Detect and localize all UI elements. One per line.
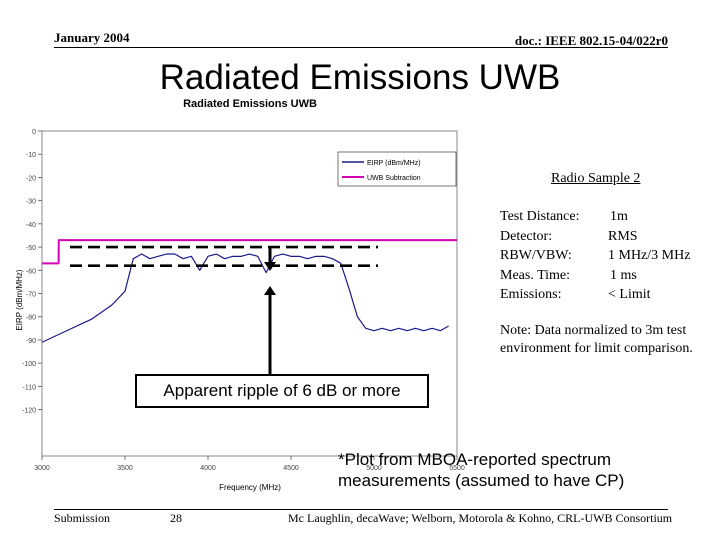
info-row-meas-time: Meas. Time: 1 ms bbox=[500, 266, 690, 286]
y-tick-label: -30 bbox=[26, 199, 36, 206]
header-date: January 2004 bbox=[54, 30, 130, 45]
info-row-emissions: Emissions: < Limit bbox=[500, 285, 690, 305]
y-tick-label: -120 bbox=[22, 408, 36, 415]
x-axis-label: Frequency (MHz) bbox=[219, 483, 281, 492]
y-tick-label: -90 bbox=[26, 338, 36, 345]
footer-page-number: 28 bbox=[170, 511, 182, 525]
legend-label-eirp: EIRP (dBm/MHz) bbox=[367, 160, 421, 167]
plot-area-group: Radiated Emissions UWB EIRP (dBm/MHz) Fr… bbox=[15, 98, 465, 492]
dashed-bands bbox=[70, 245, 378, 267]
y-tick-label: 0 bbox=[32, 129, 36, 136]
x-tick-label: 4000 bbox=[200, 465, 216, 472]
slide-title: Radiated Emissions UWB bbox=[159, 58, 561, 97]
y-tick-label: -80 bbox=[26, 315, 36, 322]
y-tick-label: -110 bbox=[23, 384, 37, 391]
chart-title: Radiated Emissions UWB bbox=[183, 98, 317, 110]
info-key: Detector: bbox=[500, 228, 553, 244]
plot-source-note: *Plot from MBOA-reported spectrum measur… bbox=[338, 450, 625, 490]
legend-box bbox=[337, 151, 457, 187]
legend-label-uwb: UWB Subtraction bbox=[367, 175, 421, 182]
header-doc-id: doc.: IEEE 802.15-04/022r0 bbox=[514, 33, 668, 48]
y-tick-label: -70 bbox=[26, 292, 36, 299]
x-tick-label: 5000 bbox=[366, 465, 382, 472]
ripple-callout: Apparent ripple of 6 dB or more bbox=[135, 374, 429, 408]
footer-rule bbox=[54, 509, 668, 510]
y-tick-label: -40 bbox=[26, 222, 36, 229]
info-row-detector: Detector: RMS bbox=[500, 227, 690, 247]
x-tick-label: 4500 bbox=[283, 465, 299, 472]
info-value: 1 ms bbox=[610, 267, 637, 283]
footer-authors: Mc Laughlin, decaWave; Welborn, Motorola… bbox=[288, 511, 673, 525]
chart-legend: EIRP (dBm/MHz) UWB Subtraction bbox=[337, 151, 457, 187]
radio-sample-label: Radio Sample 2 bbox=[551, 171, 641, 186]
footer-submission: Submission bbox=[54, 511, 111, 525]
ripple-arrowhead-up bbox=[264, 286, 276, 295]
info-key: Meas. Time: bbox=[500, 267, 571, 283]
y-tick-label: -50 bbox=[26, 245, 36, 252]
x-tick-label: 3500 bbox=[117, 465, 133, 472]
series-uwb-limit-line bbox=[42, 239, 457, 265]
y-tick-label: -100 bbox=[22, 361, 36, 368]
info-key: RBW/VBW: bbox=[500, 248, 572, 263]
y-ticks: 0 -10 -20 -30 -40 -50 -60 -70 -80 -90 -100 -110 -120 bbox=[22, 129, 42, 415]
info-value: < Limit bbox=[608, 287, 651, 302]
info-value: RMS bbox=[608, 228, 638, 244]
normalization-note: Note: Data normalized to 3m test environ… bbox=[500, 323, 693, 356]
x-tick-label: 5500 bbox=[449, 465, 465, 472]
x-tick-label: 3000 bbox=[34, 465, 50, 472]
header-rule bbox=[54, 47, 668, 48]
test-info-table: Test Distance: 1m Detector: RMS RBW/VBW: 1 … bbox=[500, 207, 690, 305]
ripple-arrowhead-down bbox=[264, 262, 276, 271]
info-key: Emissions: bbox=[500, 287, 562, 302]
y-tick-label: -20 bbox=[26, 175, 36, 182]
info-key: Test Distance: bbox=[500, 209, 580, 224]
info-row-rbw: RBW/VBW: 1 MHz/3 MHz bbox=[500, 246, 690, 266]
x-ticks: 3000 3500 4000 4500 5000 5500 bbox=[34, 456, 465, 472]
y-tick-label: -60 bbox=[26, 268, 36, 275]
info-value: 1m bbox=[610, 209, 628, 224]
y-tick-label: -10 bbox=[26, 152, 36, 159]
info-value: 1 MHz/3 MHz bbox=[608, 248, 691, 263]
info-row-distance: Test Distance: 1m bbox=[500, 207, 690, 227]
y-axis-label: EIRP (dBm/MHz) bbox=[15, 269, 24, 331]
